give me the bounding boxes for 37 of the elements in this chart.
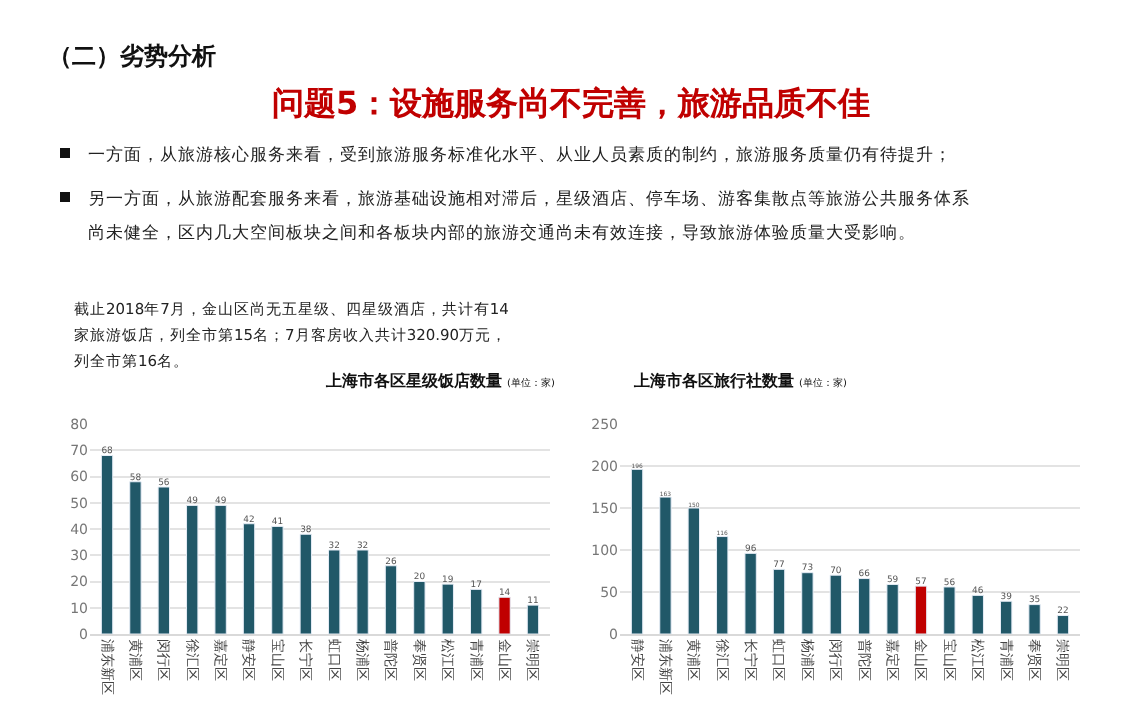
text: 尚未健全，区内几大空间板块之间和各板块内部的旅游交通尚未有效连接，导致旅游体验质量大受影响。 bbox=[88, 222, 916, 244]
bar bbox=[356, 549, 369, 634]
text: 问题5：设施服务尚不完善，旅游品质不佳 bbox=[272, 84, 871, 122]
bar bbox=[186, 504, 199, 634]
bar bbox=[772, 568, 786, 634]
bar bbox=[299, 533, 312, 634]
text: （二）劣势分析 bbox=[48, 42, 216, 70]
bar bbox=[129, 481, 142, 634]
bar bbox=[470, 588, 483, 634]
bar bbox=[1000, 600, 1013, 634]
bar bbox=[214, 504, 227, 634]
bar bbox=[829, 574, 842, 634]
bar bbox=[1056, 615, 1070, 634]
bar bbox=[716, 536, 729, 634]
bar bbox=[858, 578, 871, 634]
bar bbox=[1028, 604, 1041, 634]
bar bbox=[157, 486, 170, 634]
bar bbox=[687, 507, 700, 634]
bar bbox=[886, 583, 899, 634]
bar bbox=[271, 525, 284, 634]
bar bbox=[914, 585, 928, 634]
bar bbox=[801, 572, 814, 634]
bar bbox=[328, 549, 341, 634]
bar bbox=[659, 496, 672, 634]
bar bbox=[498, 596, 511, 634]
bar bbox=[242, 523, 256, 634]
bar bbox=[943, 586, 956, 634]
text: 另一方面，从旅游配套服务来看，旅游基础设施相对滞后，星级酒店、停车场、游客集散点等旅游公共服务体系 bbox=[88, 188, 970, 210]
bar bbox=[971, 594, 984, 634]
bar bbox=[413, 581, 426, 634]
bar bbox=[526, 604, 540, 634]
text: 一方面，从旅游核心服务来看，受到旅游服务标准化水平、从业人员素质的制约，旅游服务质量仍有待提升； bbox=[88, 144, 952, 166]
bar bbox=[630, 468, 644, 634]
bar bbox=[100, 455, 114, 634]
bar bbox=[384, 565, 398, 634]
bar bbox=[744, 552, 757, 634]
bar bbox=[441, 583, 454, 634]
